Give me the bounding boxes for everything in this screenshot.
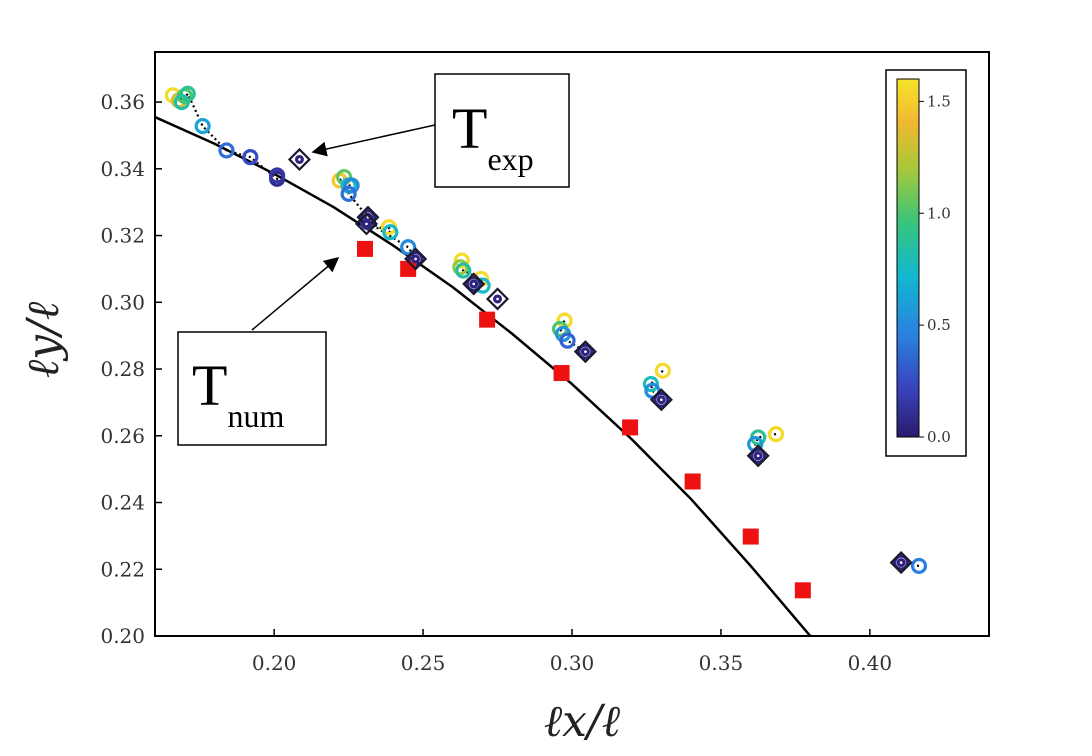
trajectory-point: [455, 262, 472, 279]
numerical-point: [622, 419, 639, 436]
annotation-t-exp-main: T: [452, 96, 487, 161]
trajectory-point: [653, 391, 670, 408]
experimental-point-center: [298, 158, 301, 161]
trajectory-path: [367, 221, 417, 260]
x-tick-label: 0.30: [550, 651, 595, 675]
trajectory-point: [893, 554, 910, 571]
trajectory-point: [340, 185, 357, 202]
trajectory-point: [269, 167, 286, 184]
y-tick-label: 0.24: [100, 491, 145, 515]
annotation-t-num: Tnum: [177, 257, 340, 446]
numerical-point: [400, 260, 417, 277]
experimental-point: [485, 287, 510, 311]
trajectory-point: [400, 239, 417, 256]
x-tick-labels: 0.20 0.25 0.30 0.35 0.40: [252, 651, 892, 675]
colorbar-gradient: [896, 78, 920, 438]
numerical-point: [356, 240, 373, 257]
colorbar-ticks: 0.0 0.5 1.0 1.5: [919, 92, 951, 446]
trajectory-point: [242, 149, 259, 166]
experimental-point: [404, 247, 428, 271]
experimental-point-center: [584, 350, 587, 353]
x-tick-label: 0.25: [401, 651, 446, 675]
experimental-point-center: [756, 454, 760, 458]
trajectory-point: [767, 426, 785, 443]
annotation-t-exp-arrow: [311, 124, 436, 157]
annotation-t-num-main: T: [192, 353, 227, 418]
trajectory-point: [910, 557, 928, 575]
trajectory-layer: [164, 85, 928, 575]
experimental-point: [462, 272, 486, 296]
colorbar: 0.0 0.5 1.0 1.5: [885, 69, 967, 457]
y-tick-label: 0.32: [100, 224, 145, 248]
trajectory-point: [577, 343, 594, 360]
trajectory-point: [465, 275, 482, 293]
trajectory-point: [559, 332, 576, 349]
y-tick-label: 0.22: [100, 557, 145, 581]
y-axis-title: ℓy/ℓ: [18, 301, 69, 378]
x-tick-label: 0.40: [848, 651, 893, 675]
experimental-point: [354, 212, 379, 236]
y-tick-label: 0.26: [100, 424, 145, 448]
numerical-point: [684, 473, 701, 490]
experimental-point: [649, 388, 673, 412]
numerical-points-layer: [356, 240, 811, 599]
trajectory-point: [382, 224, 399, 241]
y-tick-labels: 0.20 0.22 0.24 0.26 0.28 0.30 0.32 0.34 0.36: [100, 90, 145, 648]
axis-ticks: [155, 101, 871, 637]
colorbar-tick-label: 1.0: [927, 204, 951, 222]
annotation-t-num-box: [177, 331, 327, 446]
trajectory-point: [654, 362, 671, 379]
annotation-t-exp: Texp: [311, 73, 570, 188]
colorbar-tick-label: 1.5: [927, 92, 951, 110]
y-tick-label: 0.34: [100, 157, 145, 181]
experimental-point-center: [414, 257, 417, 261]
y-tick-label: 0.28: [100, 357, 145, 381]
trajectory-point: [453, 252, 470, 269]
colorbar-tick-label: 0.5: [927, 316, 951, 334]
trajectory-point: [750, 447, 767, 464]
experimental-point-center: [365, 222, 368, 226]
trajectory-point: [218, 142, 235, 159]
trajectory-point: [642, 375, 660, 393]
x-tick-label: 0.35: [699, 651, 744, 675]
y-tick-label: 0.36: [100, 90, 145, 114]
y-tick-label: 0.30: [100, 290, 145, 314]
annotation-t-num-arrow: [251, 257, 340, 331]
experimental-point: [287, 147, 312, 172]
experimental-point: [746, 444, 770, 468]
experimental-point: [889, 551, 913, 575]
experimental-points-layer: [287, 147, 913, 575]
experimental-point-center: [472, 282, 476, 286]
experimental-point-center: [899, 561, 903, 564]
annotation-t-exp-box: [434, 73, 570, 188]
svg-text:Tnum: Tnum: [192, 353, 284, 434]
y-tick-label: 0.20: [100, 624, 145, 648]
trajectory-point: [179, 85, 196, 102]
annotation-t-exp-sub: exp: [487, 141, 533, 177]
numerical-point: [553, 365, 570, 382]
numerical-point: [794, 582, 811, 599]
x-axis-title: ℓx/ℓ: [544, 696, 621, 747]
numerical-point: [479, 311, 496, 328]
experimental-point-center: [660, 398, 663, 402]
trajectory-point: [194, 117, 211, 135]
trajectory-point: [452, 259, 469, 276]
colorbar-tick-label: 0.0: [927, 428, 951, 446]
numerical-point: [742, 528, 759, 545]
experimental-point-center: [496, 297, 499, 301]
x-tick-label: 0.20: [252, 651, 297, 675]
experimental-point: [573, 340, 597, 364]
trajectory-point: [343, 177, 360, 194]
annotation-t-num-sub: num: [227, 398, 284, 434]
svg-text:Texp: Texp: [452, 96, 534, 177]
